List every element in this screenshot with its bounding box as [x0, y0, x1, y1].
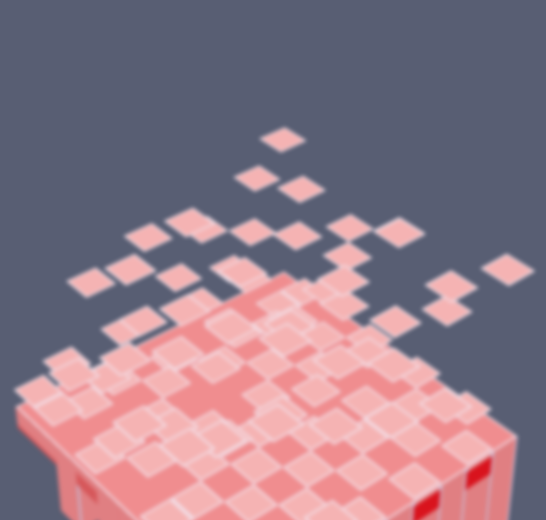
bar-top	[124, 223, 173, 252]
bar-top	[325, 214, 374, 242]
bar-top	[424, 270, 478, 303]
bar-top	[272, 221, 322, 250]
bar-top	[228, 218, 276, 246]
bar-top	[480, 254, 535, 286]
bar-top	[373, 218, 426, 248]
bar-top	[277, 176, 326, 203]
chart-viewport	[0, 0, 546, 520]
bar-top	[233, 165, 281, 191]
bar-top	[155, 263, 203, 292]
bar-top	[259, 127, 307, 152]
